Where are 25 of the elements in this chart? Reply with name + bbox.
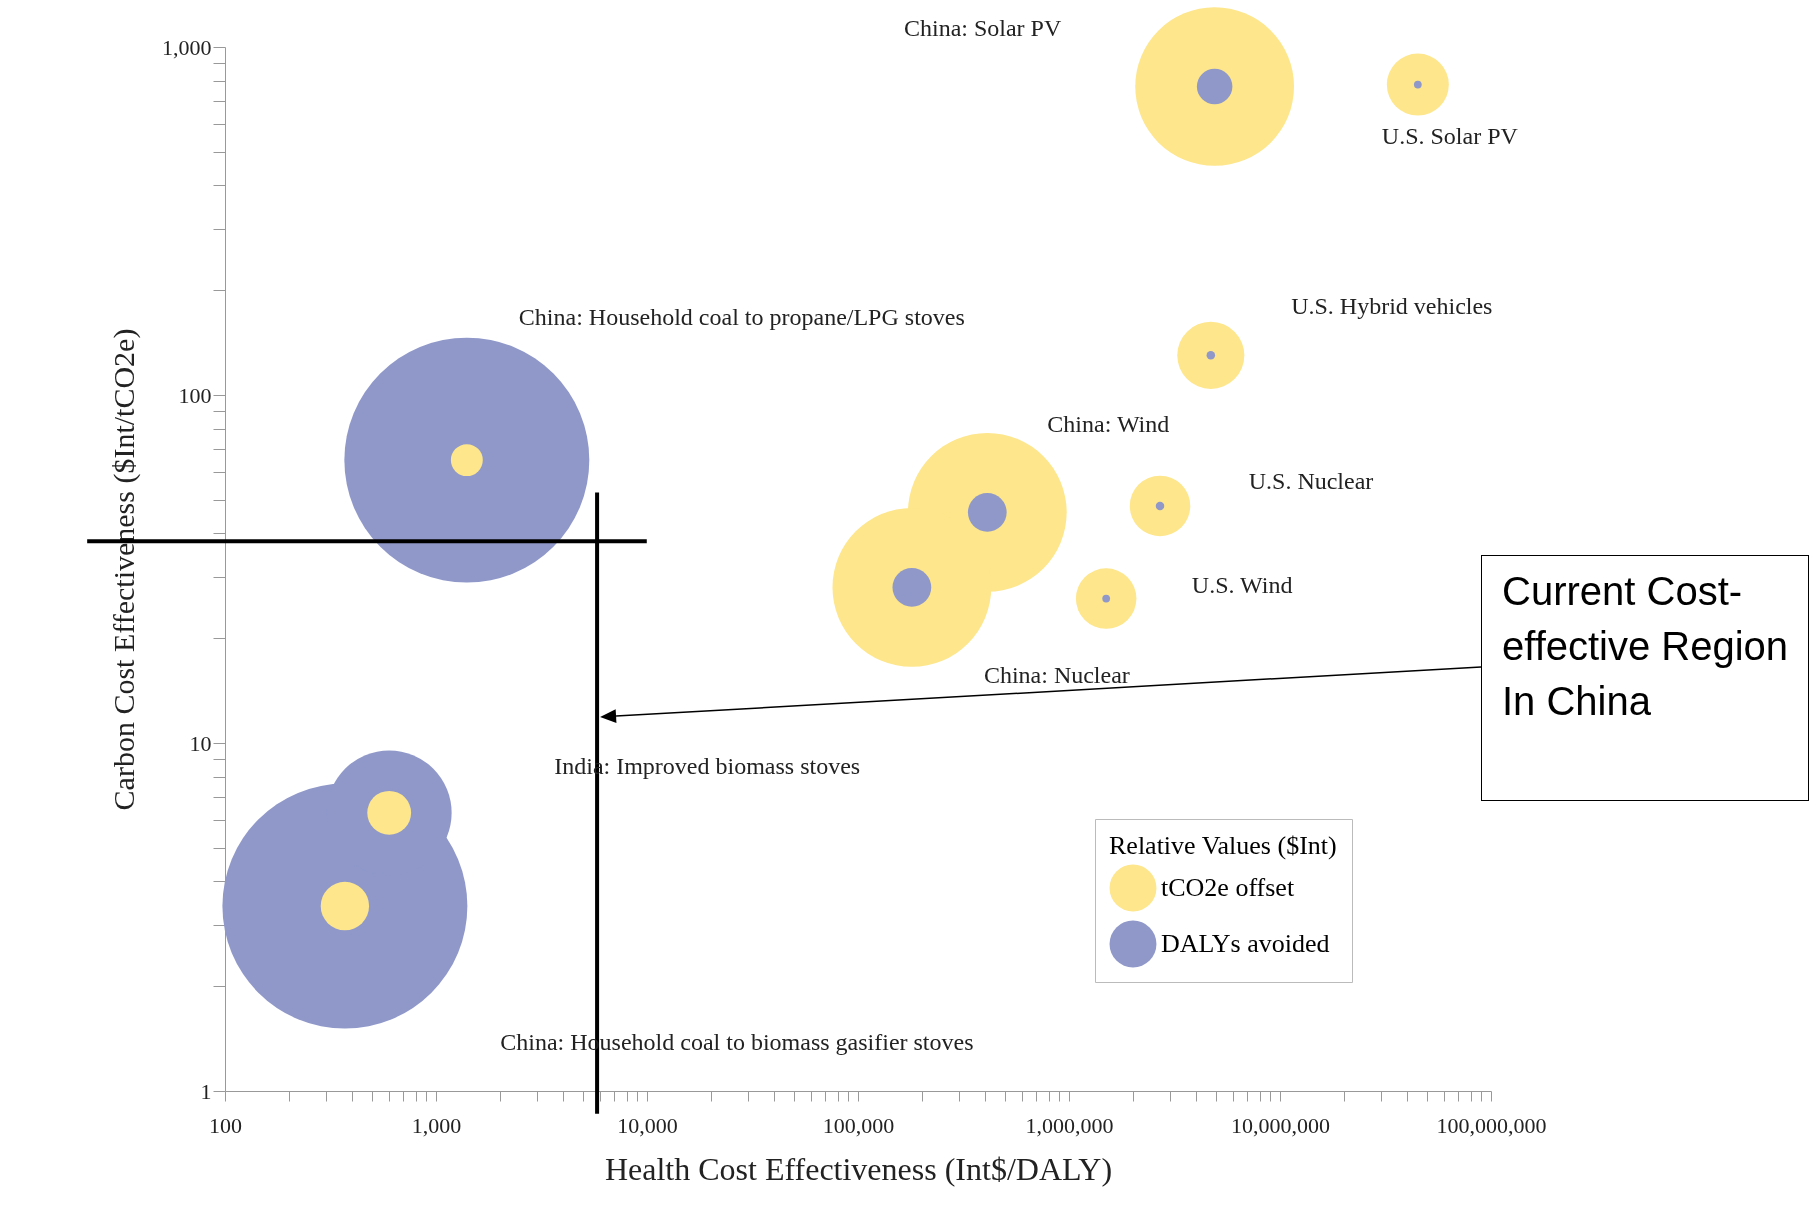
y-tick-label: 100 (178, 382, 212, 408)
x-tick-label: 100 (209, 1112, 242, 1138)
x-tick-label: 1,000 (411, 1112, 462, 1138)
x-axis-title: Health Cost Effectiveness (Int$/DALY) (604, 1150, 1113, 1187)
x-tick-label: 100,000 (822, 1112, 895, 1138)
annotation: China: Nuclear (983, 662, 1130, 689)
legend-title: Relative Values ($Int) (1109, 831, 1337, 860)
y-tick-label: 1 (200, 1078, 212, 1104)
legend-label: tCO2e offset (1161, 873, 1295, 902)
text: China: Solar PV (903, 14, 1062, 41)
y-tick-label: 1,000 (162, 34, 212, 60)
annotation: U.S. Wind (1191, 571, 1293, 598)
x-tick-label: 10,000 (617, 1112, 678, 1138)
x-tick-label: 100,000,000 (1436, 1112, 1547, 1138)
annotation: U.S. Hybrid vehicles (1291, 293, 1493, 320)
x-tick-label: 1,000,000 (1025, 1112, 1114, 1138)
legend-label: DALYs avoided (1161, 929, 1330, 958)
text: Current Cost-effective Region In China (1481, 555, 1809, 801)
annotation: China: Wind (1047, 411, 1170, 438)
annotation: U.S. Nuclear (1248, 467, 1374, 494)
x-tick-label: 10,000,000 (1231, 1112, 1330, 1138)
y-axis-title: Carbon Cost Effectiveness ($Int/tCO2e) (107, 328, 141, 811)
annotation: China: Household coal to propane/LPG stoves (518, 304, 965, 331)
annotation: U.S. Solar PV (1381, 122, 1519, 149)
y-tick-label: 10 (189, 730, 212, 756)
